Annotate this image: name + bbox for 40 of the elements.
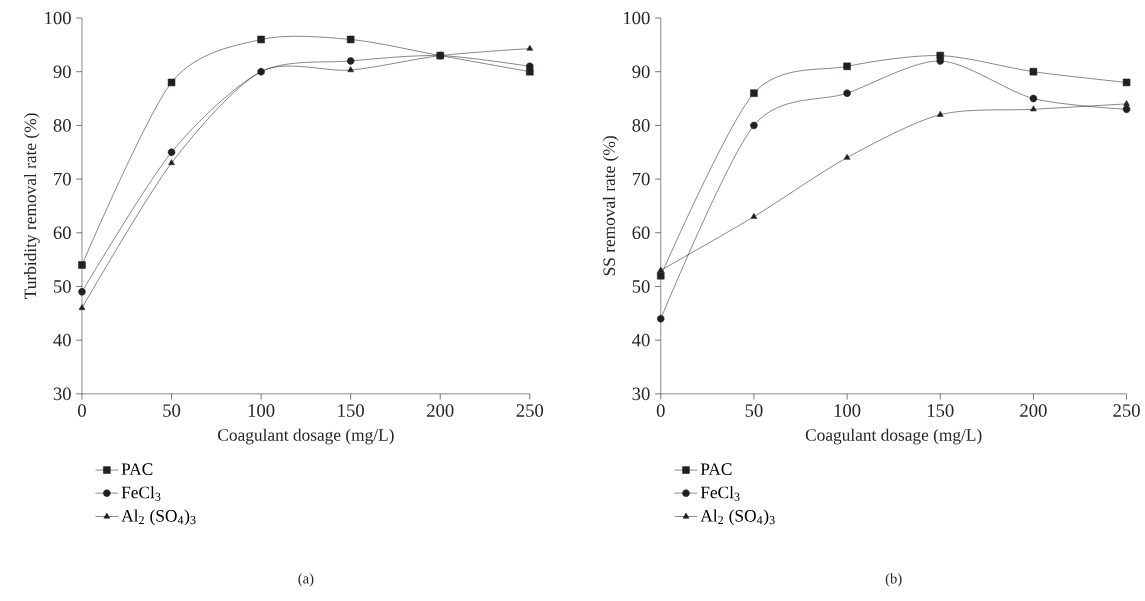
y-tick-label: 40 [632,333,650,347]
legend-label: PAC [700,463,732,476]
legend-label: FeCl$_{3}$ [121,486,161,501]
x-tick-label: 150 [927,404,954,417]
x-tick-label: 100 [248,404,275,417]
x-tick-label: 50 [163,404,181,417]
y-axis-title: Turbidity removal rate (%) [24,113,40,299]
y-tick-label: 90 [632,65,650,79]
x-tick-label: 200 [427,404,454,417]
x-tick-label: 250 [516,404,544,417]
y-tick-label: 70 [632,172,650,186]
x-tick-label: 100 [834,404,861,417]
y-tick-label: 50 [54,280,71,293]
legend-label: Al$_{2}$ (SO$_{4}$)$_{3}$ [700,509,775,526]
y-tick-label: 100 [624,11,650,25]
y-tick-label: 60 [632,226,650,240]
y-tick-label: 50 [632,280,650,293]
legend-label: FeCl$_{3}$ [700,486,740,501]
y-tick-label: 60 [53,226,71,240]
y-tick-label: 80 [53,119,71,132]
y-tick-label: 70 [54,172,71,186]
x-tick-label: 0 [656,404,665,417]
y-tick-label: 40 [53,333,71,347]
legend-label: Al$_{2}$ (SO$_{4}$)$_{3}$ [121,509,196,526]
y-axis-title: SS removal rate (%) [602,136,619,276]
y-tick-label: 100 [45,11,71,25]
text: (a) [298,573,314,587]
x-tick-label: 250 [1113,404,1140,417]
x-axis-title: Coagulant dosage (mg/L) [218,428,394,445]
x-tick-label: 150 [338,404,364,417]
y-tick-label: 30 [632,387,650,401]
x-axis-title: Coagulant dosage (mg/L) [805,428,982,445]
y-tick-label: 80 [632,119,650,132]
y-tick-label: 30 [53,387,71,401]
text: (b) [885,573,902,587]
x-tick-label: 0 [78,404,86,417]
legend-label: PAC [121,463,153,476]
x-tick-label: 50 [745,404,763,417]
x-tick-label: 200 [1020,404,1047,417]
y-tick-label: 90 [53,65,71,79]
